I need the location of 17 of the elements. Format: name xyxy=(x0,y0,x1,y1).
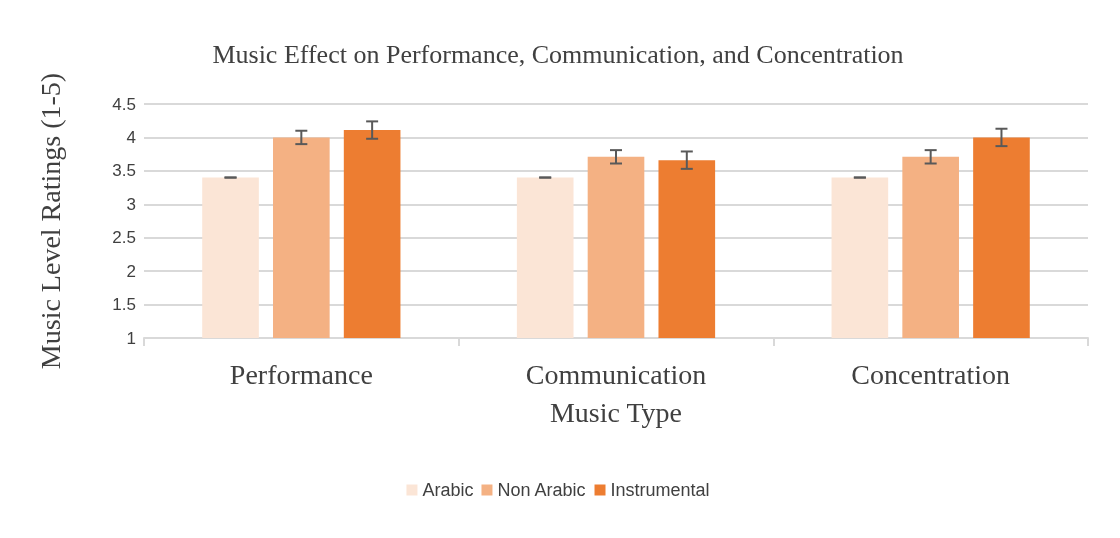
y-tick-label: 3.5 xyxy=(112,161,136,181)
y-tick-label: 1.5 xyxy=(112,295,136,315)
y-tick-label: 2.5 xyxy=(112,228,136,248)
y-axis-title: Music Level Ratings (1-5) xyxy=(34,72,66,370)
y-tick-label: 4 xyxy=(126,127,136,147)
y-tick-label: 2 xyxy=(126,261,136,281)
y-tick-label: 1 xyxy=(126,328,136,348)
y-tick-label: 3 xyxy=(126,194,136,214)
legend-label: Arabic xyxy=(422,480,474,500)
chart-title: Music Effect on Performance, Communication, and Concentration xyxy=(212,39,904,69)
x-tick-label: Communication xyxy=(525,358,707,390)
y-tick-label: 4.5 xyxy=(112,94,136,114)
x-axis-title: Music Type xyxy=(549,396,683,428)
legend-label: Non Arabic xyxy=(497,480,586,500)
x-tick-label: Concentration xyxy=(851,358,1010,390)
x-tick-label: Performance xyxy=(229,358,373,390)
legend-label: Instrumental xyxy=(610,480,710,500)
